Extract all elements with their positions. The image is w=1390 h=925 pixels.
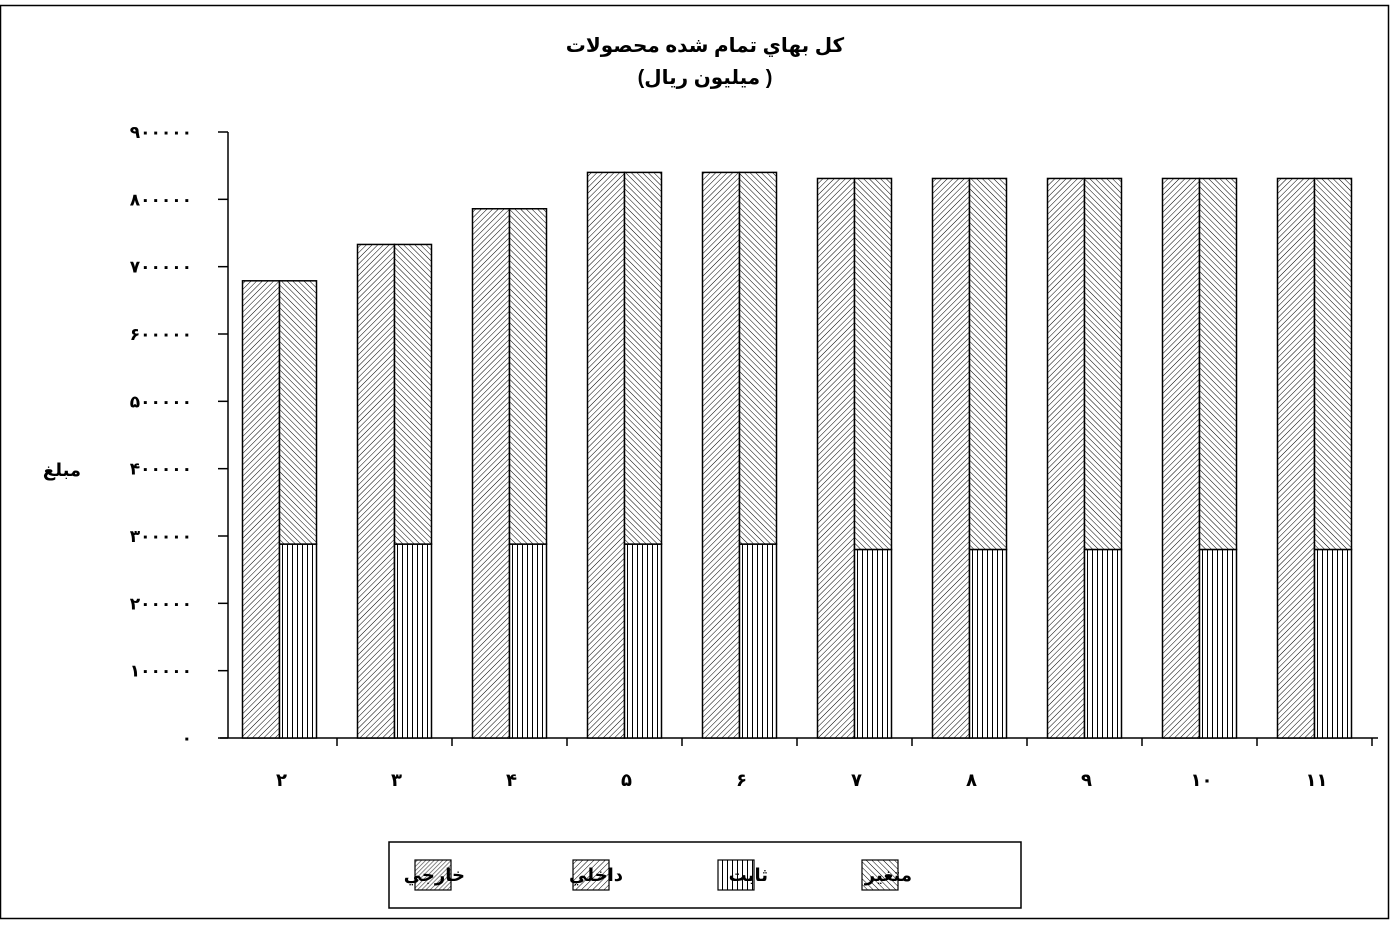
bar-segment-variable: [853, 177, 893, 551]
bar-segment-variable: [1313, 177, 1353, 551]
bar-segment-variable: [278, 280, 318, 545]
bar-segment-fixed: [508, 543, 548, 739]
bar-segment-variable: [968, 177, 1008, 551]
y-tick-label: ۲۰۰۰۰۰: [130, 594, 192, 613]
bar-segment-domestic: [586, 171, 626, 739]
y-tick-label: ۷۰۰۰۰۰: [130, 258, 192, 277]
bar-segment-domestic: [1046, 177, 1086, 739]
bar-segment-domestic: [1161, 177, 1201, 739]
y-tick-label: ۴۰۰۰۰۰: [130, 460, 192, 479]
y-tick-label: ۹۰۰۰۰۰: [130, 123, 192, 142]
bar-segment-fixed: [1313, 548, 1353, 739]
bar-segment-variable: [738, 171, 778, 545]
legend-label: خارجي: [404, 865, 465, 886]
y-tick-label: ۱۰۰۰۰۰: [130, 662, 192, 681]
bar-segment-domestic: [356, 243, 396, 739]
bar-segment-fixed: [1198, 548, 1238, 739]
x-axis-ticks: ۲ ۳ ۴ ۵ ۶ ۷ ۸ ۹ ۱۰ ۱۱: [276, 738, 1373, 790]
x-tick-label: ۷: [851, 770, 862, 790]
chart-title: کل بهاي تمام شده محصولات: [566, 35, 845, 58]
bar-segment-fixed: [623, 543, 663, 739]
chart-subtitle: ( ميليون ريال): [638, 67, 773, 89]
y-axis-ticks: ۰ ۱۰۰۰۰۰ ۲۰۰۰۰۰ ۳۰۰۰۰۰ ۴۰۰۰۰۰ ۵۰۰۰۰۰ ۶۰۰۰۰۰ ۷۰۰…: [130, 123, 228, 748]
legend-swatch: [414, 859, 452, 891]
bar-segment-domestic: [701, 171, 741, 739]
legend-box: [388, 841, 1022, 909]
bar-segment-variable: [1083, 177, 1123, 551]
bar-segment-domestic: [931, 177, 971, 739]
y-tick-label: ۸۰۰۰۰۰: [130, 190, 192, 209]
legend-swatch: [572, 859, 610, 891]
y-tick-label: ۵۰۰۰۰۰: [130, 392, 192, 411]
bars-group: [241, 171, 1353, 739]
x-tick-label: ۵: [621, 770, 632, 790]
bar-segment-fixed: [278, 543, 318, 739]
legend-swatch: [861, 859, 899, 891]
y-tick-label: ۳۰۰۰۰۰: [130, 527, 192, 546]
bar-segment-variable: [623, 171, 663, 545]
y-tick-label: ۰: [182, 729, 192, 748]
bar-segment-fixed: [393, 543, 433, 739]
bar-segment-fixed: [1083, 548, 1123, 739]
bar-segment-fixed: [853, 548, 893, 739]
legend-label: ثابت: [729, 865, 768, 885]
x-tick-label: ۱۱: [1306, 770, 1328, 790]
legend-swatch: [717, 859, 755, 891]
bar-segment-fixed: [738, 543, 778, 739]
bar-segment-fixed: [968, 548, 1008, 739]
bar-segment-domestic: [816, 177, 856, 739]
x-tick-label: ۴: [506, 770, 517, 790]
x-tick-label: ۸: [966, 770, 977, 790]
chart-frame: [0, 4, 1390, 920]
bar-segment-variable: [508, 208, 548, 545]
bar-segment-domestic: [241, 280, 281, 739]
x-tick-label: ۳: [391, 770, 402, 790]
x-tick-label: ۶: [736, 770, 747, 790]
x-tick-label: ۲: [276, 770, 287, 790]
x-tick-label: ۹: [1081, 770, 1092, 790]
legend: متغير ثابت داخلي خارجي: [388, 841, 1022, 909]
bar-segment-variable: [1198, 177, 1238, 551]
y-axis-label: مبلغ: [43, 460, 81, 481]
y-tick-label: ۶۰۰۰۰۰: [130, 325, 192, 344]
bar-segment-domestic: [471, 208, 511, 739]
bar-segment-variable: [393, 243, 433, 545]
legend-label: متغير: [864, 865, 912, 886]
x-tick-label: ۱۰: [1191, 770, 1213, 790]
legend-label: داخلي: [569, 865, 623, 886]
bar-segment-domestic: [1276, 177, 1316, 739]
